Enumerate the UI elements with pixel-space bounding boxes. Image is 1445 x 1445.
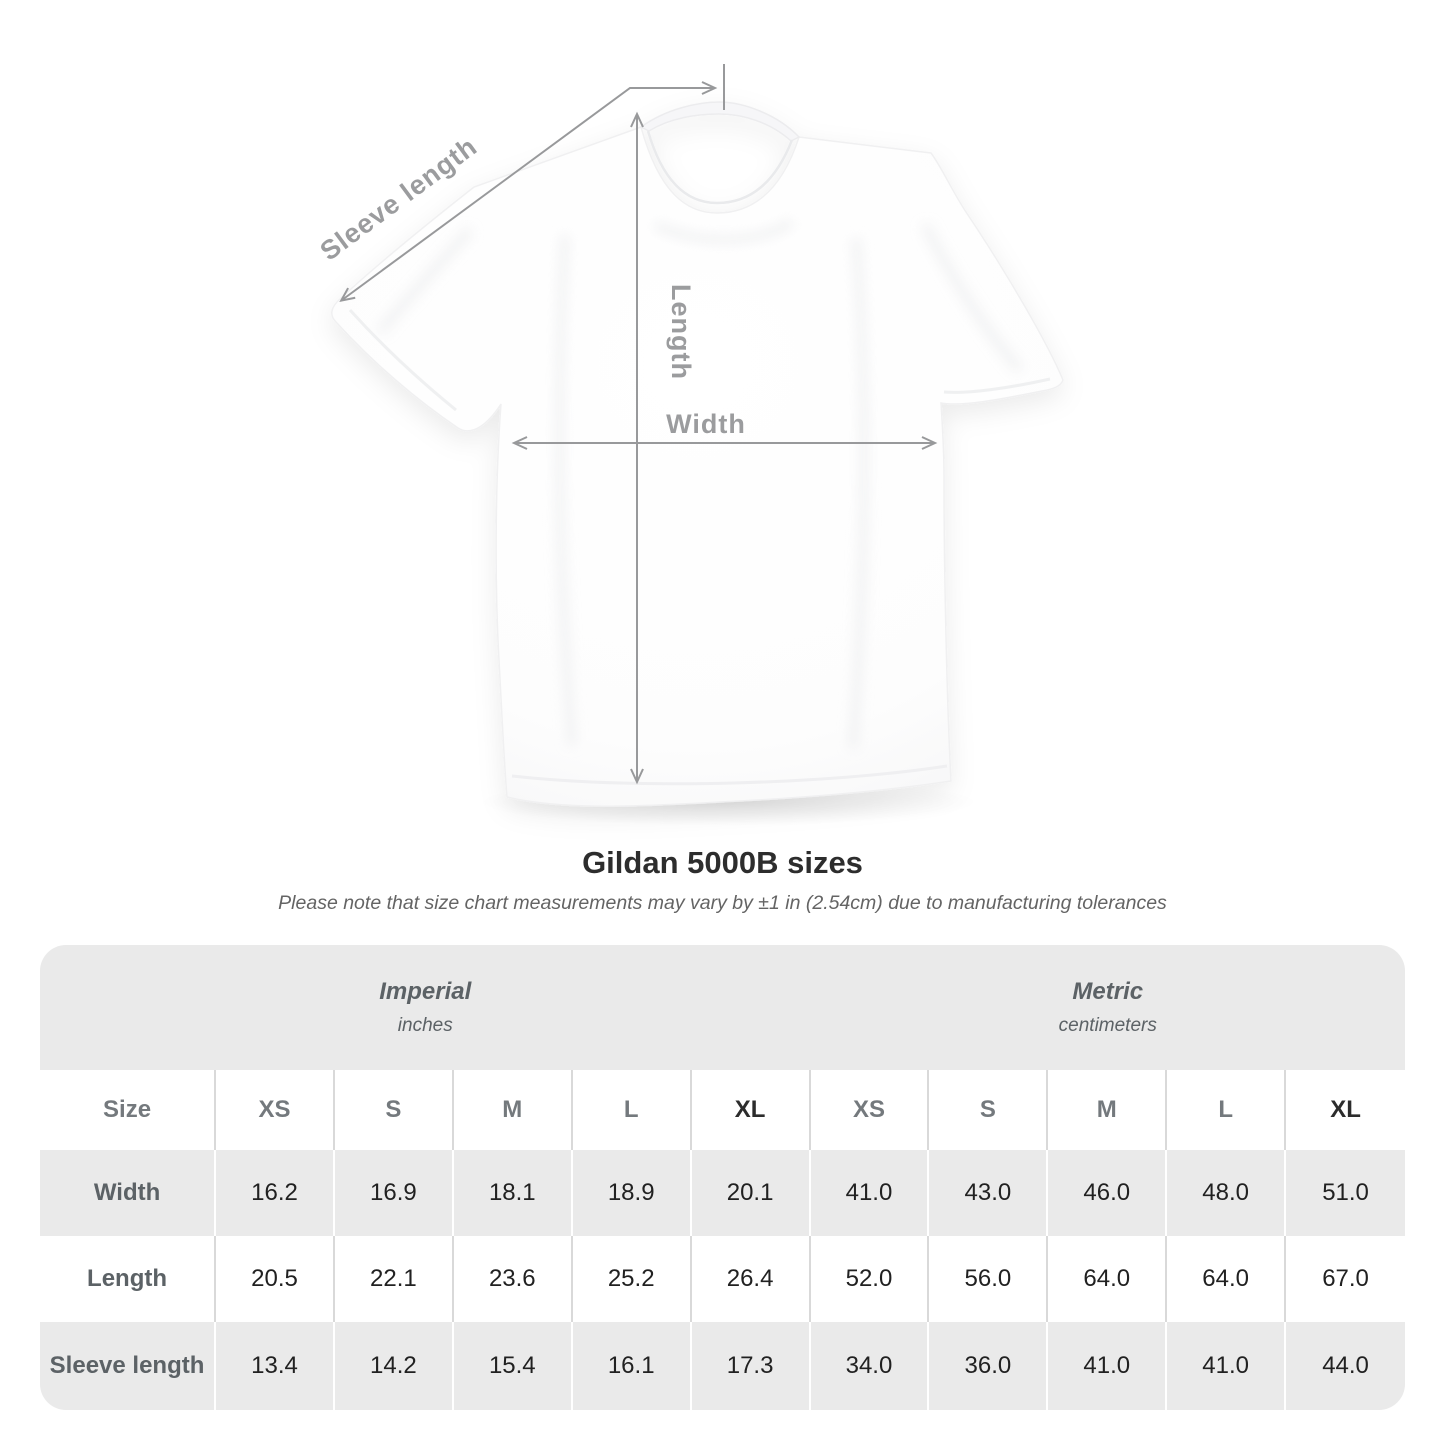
imperial-value-cell: 26.4 xyxy=(691,1236,811,1322)
metric-value-cell: 46.0 xyxy=(1048,1150,1168,1236)
tshirt-illustration xyxy=(331,101,1064,807)
measurement-row: Length 20.5 22.1 23.6 25.2 26.4 52.0 56.0 64.0 64… xyxy=(40,1236,1405,1322)
size-col-header-m: M xyxy=(1048,1070,1168,1150)
imperial-value-cell: 23.6 xyxy=(453,1236,573,1322)
size-corner-header: Size xyxy=(40,1070,217,1150)
row-label: Width xyxy=(40,1150,217,1236)
unit-group-name: Imperial xyxy=(379,978,472,1005)
imperial-value-cell: 20.1 xyxy=(691,1150,811,1236)
imperial-value-cell: 16.1 xyxy=(572,1322,692,1410)
metric-value-cell: 64.0 xyxy=(1167,1236,1287,1322)
imperial-value-cell: 25.2 xyxy=(572,1236,692,1322)
metric-value-cell: 48.0 xyxy=(1167,1150,1287,1236)
right-cuff-seam xyxy=(943,377,1051,394)
tshirt-body xyxy=(331,126,1064,807)
size-col-header-xs: XS xyxy=(810,1070,930,1150)
imperial-value-cell: 18.9 xyxy=(572,1150,692,1236)
metric-value-cell: 52.0 xyxy=(810,1236,930,1322)
size-col-header-s: S xyxy=(334,1070,454,1150)
metric-value-cell: 41.0 xyxy=(810,1150,930,1236)
metric-value-cell: 36.0 xyxy=(929,1322,1049,1410)
size-table: Imperial inches Metric centimeters Size XS S M L… xyxy=(40,945,1405,1410)
unit-group-header-metric: Metric centimeters xyxy=(810,945,1405,1070)
hem-seam xyxy=(511,764,948,786)
sleeve-length-arrow xyxy=(339,81,718,303)
unit-group-unit: inches xyxy=(397,1015,453,1036)
unit-group-name: Metric xyxy=(1072,978,1144,1005)
tolerance-note: Please note that size chart measurements… xyxy=(278,892,1167,914)
metric-value-cell: 34.0 xyxy=(810,1322,930,1410)
tshirt-diagram: Sleeve length Length Width xyxy=(315,64,1064,826)
size-col-header-xl: XL xyxy=(691,1070,811,1150)
imperial-value-cell: 22.1 xyxy=(334,1236,454,1322)
left-cuff-seam xyxy=(348,308,457,412)
imperial-value-cell: 14.2 xyxy=(334,1322,454,1410)
measurement-row: Width 16.2 16.9 18.1 18.9 20.1 41.0 43.0 46.0 48.… xyxy=(40,1150,1405,1236)
width-label: Width xyxy=(666,409,746,439)
imperial-value-cell: 16.2 xyxy=(216,1150,335,1236)
page-title: Gildan 5000B sizes xyxy=(582,845,863,880)
metric-value-cell: 67.0 xyxy=(1286,1236,1405,1322)
size-col-header-xl: XL xyxy=(1286,1070,1405,1150)
unit-group-header-imperial: Imperial inches xyxy=(40,945,811,1070)
size-col-header-l: L xyxy=(572,1070,692,1150)
metric-value-cell: 51.0 xyxy=(1286,1150,1405,1236)
row-label: Length xyxy=(40,1236,217,1322)
metric-value-cell: 64.0 xyxy=(1048,1236,1168,1322)
imperial-value-cell: 18.1 xyxy=(453,1150,573,1236)
imperial-value-cell: 20.5 xyxy=(216,1236,335,1322)
size-col-header-m: M xyxy=(453,1070,573,1150)
metric-value-cell: 41.0 xyxy=(1167,1322,1287,1410)
size-col-header-s: S xyxy=(929,1070,1049,1150)
measurement-row: Sleeve length 13.4 14.2 15.4 16.1 17.3 34.0 36.… xyxy=(40,1322,1405,1410)
collar-back xyxy=(639,101,801,142)
metric-value-cell: 43.0 xyxy=(929,1150,1049,1236)
imperial-value-cell: 13.4 xyxy=(216,1322,335,1410)
metric-value-cell: 41.0 xyxy=(1048,1322,1168,1410)
row-label: Sleeve length xyxy=(40,1322,217,1410)
size-header-row: Size XS S M L XL XS S M L XL xyxy=(40,1070,1405,1150)
imperial-value-cell: 15.4 xyxy=(453,1322,573,1410)
size-col-header-l: L xyxy=(1167,1070,1287,1150)
unit-group-unit: centimeters xyxy=(1058,1015,1157,1036)
size-col-header-xs: XS xyxy=(216,1070,335,1150)
length-label: Length xyxy=(666,284,696,380)
metric-value-cell: 56.0 xyxy=(929,1236,1049,1322)
metric-value-cell: 44.0 xyxy=(1286,1322,1405,1410)
imperial-value-cell: 17.3 xyxy=(691,1322,811,1410)
imperial-value-cell: 16.9 xyxy=(334,1150,454,1236)
unit-header-row: Imperial inches Metric centimeters xyxy=(40,945,1405,1070)
